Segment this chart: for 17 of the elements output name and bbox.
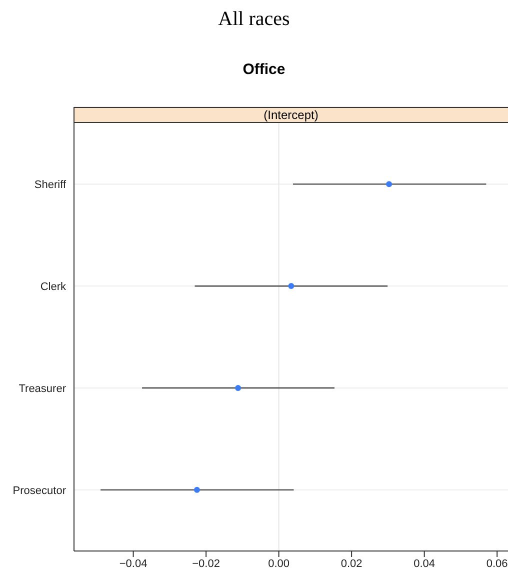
x-tick-label: 0.00 bbox=[268, 558, 290, 570]
y-tick-label: Clerk bbox=[40, 280, 66, 293]
x-tick-label: 0.06 bbox=[486, 558, 508, 570]
y-tick-label: Sheriff bbox=[34, 179, 67, 192]
chart-subtitle: Office bbox=[242, 61, 286, 78]
y-tick-label: Prosecutor bbox=[12, 484, 66, 497]
point bbox=[288, 283, 294, 290]
annotation: (Intercept) bbox=[264, 108, 318, 122]
point bbox=[235, 384, 242, 391]
point bbox=[386, 181, 392, 188]
x-tick-label: −0.04 bbox=[119, 558, 148, 570]
y-tick-label: Treasurer bbox=[18, 382, 66, 395]
x-tick-label: 0.02 bbox=[340, 558, 362, 570]
point bbox=[194, 486, 200, 493]
x-tick-label: −0.02 bbox=[192, 558, 220, 570]
x-tick-label: 0.04 bbox=[414, 558, 436, 570]
chart-title: All races bbox=[217, 8, 291, 31]
